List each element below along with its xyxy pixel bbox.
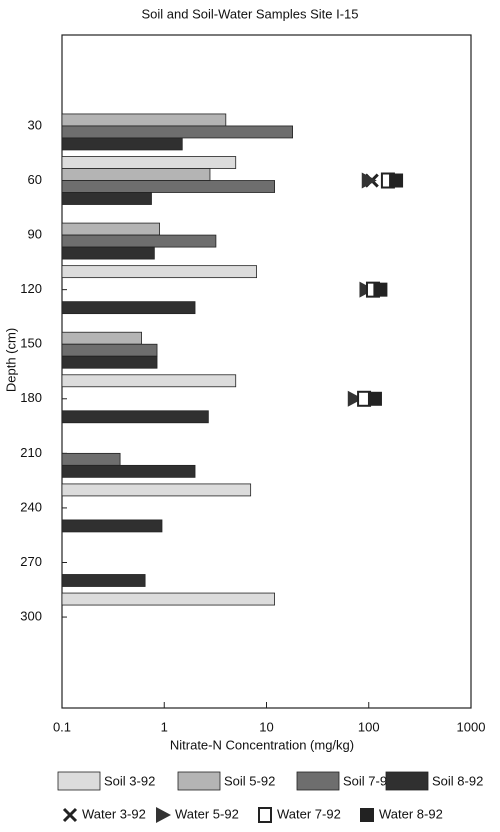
x-tick-label: 10 [259,719,273,734]
bar [61,574,146,587]
bar [61,374,237,388]
marker-triangle [361,172,377,189]
bar [61,592,275,606]
legend-label: Water 8-92 [379,806,443,821]
bar [61,483,252,497]
legend-swatch [296,771,340,791]
marker-square-open [258,807,272,823]
bar [61,355,158,369]
bar [61,192,152,205]
legend-label: Soil 5-92 [224,773,275,788]
bar [61,137,183,151]
bar [61,452,121,466]
bar [61,519,163,533]
legend-label: Soil 8-92 [432,773,483,788]
bar [61,410,209,424]
x-tick-label: 100 [358,719,380,734]
y-tick-label: 180 [20,390,42,405]
bar [61,265,257,279]
bar [61,180,275,193]
bar [61,331,142,345]
bar [61,168,211,181]
legend-swatch [385,771,429,791]
bar [61,464,196,478]
marker-square [360,808,374,822]
bar [61,222,160,236]
marker-square [367,391,382,406]
x-tick-label: 0.1 [53,719,71,734]
y-tick-label: 240 [20,499,42,514]
bar [61,125,294,139]
legend-label: Water 3-92 [82,806,146,821]
y-tick-label: 120 [20,281,42,296]
y-axis-label: Depth (cm) [3,328,18,392]
marker-triangle [347,390,363,407]
y-tick-label: 270 [20,554,42,569]
y-tick-label: 90 [28,227,42,242]
legend-label: Water 5-92 [175,806,239,821]
marker-square [373,282,388,297]
bar [61,113,227,127]
x-tick-label: 1000 [457,719,486,734]
chart-title: Soil and Soil-Water Samples Site I-15 [141,6,358,21]
legend-swatch [57,771,101,791]
legend-label: Water 7-92 [277,806,341,821]
legend-label: Soil 3-92 [104,773,155,788]
bar [61,343,158,357]
legend-label: Soil 7-92 [343,773,394,788]
y-tick-label: 150 [20,336,42,351]
y-tick-label: 300 [20,608,42,623]
bar [61,246,155,260]
bar [61,156,237,169]
marker-square [389,173,404,188]
bar [61,234,217,248]
x-axis-label: Nitrate-N Concentration (mg/kg) [170,737,354,752]
y-tick-label: 60 [28,172,42,187]
y-tick-label: 210 [20,445,42,460]
y-tick-label: 30 [28,117,42,132]
legend-swatch [177,771,221,791]
marker-triangle [156,807,171,823]
x-tick-label: 1 [161,719,168,734]
marker-x [62,807,78,823]
bar [61,301,196,315]
